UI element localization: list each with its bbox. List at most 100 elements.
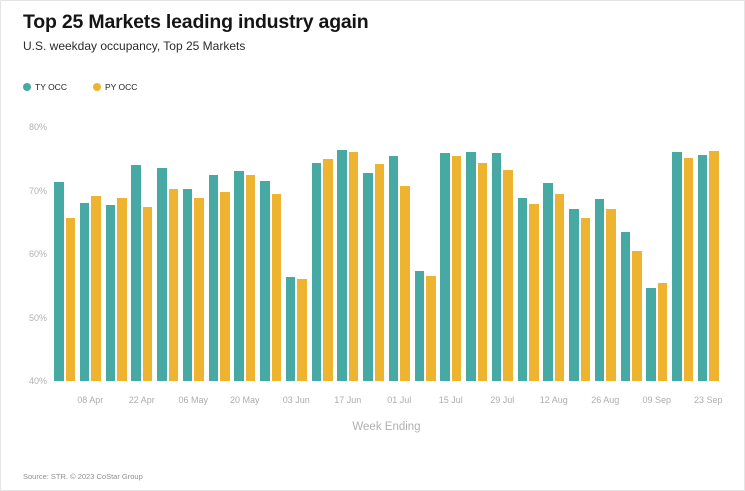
bar-ty-occ — [594, 199, 605, 381]
x-axis-cell: 20 May — [230, 395, 260, 405]
y-axis: 40% 50% 60% 70% 80% — [1, 122, 47, 386]
bar-py-occ — [554, 194, 565, 381]
plot-area — [54, 127, 719, 381]
bar-py-occ — [117, 197, 127, 381]
bar-group — [337, 127, 359, 381]
bar-py-occ — [606, 208, 616, 381]
x-axis-cell — [106, 395, 127, 405]
bar-ty-occ — [388, 155, 399, 381]
x-axis-tick: 22 Apr — [128, 395, 155, 405]
y-axis-tick: 60% — [28, 249, 47, 259]
legend-item-ty-occ: TY OCC — [23, 82, 67, 92]
bar-group — [672, 127, 693, 381]
bar-ty-occ — [363, 172, 373, 381]
x-axis-cell — [260, 395, 281, 405]
x-axis-cell — [518, 395, 539, 405]
bar-group — [208, 127, 230, 381]
x-axis-tick: 03 Jun — [282, 395, 310, 405]
bar-py-occ — [348, 151, 359, 381]
x-axis-tick: 26 Aug — [591, 395, 620, 405]
legend-label-ty-occ: TY OCC — [35, 82, 67, 92]
bar-group — [311, 127, 333, 381]
x-axis-cell — [54, 395, 75, 405]
bar-py-occ — [168, 189, 178, 381]
x-axis-cell: 26 Aug — [591, 395, 619, 405]
bar-py-occ — [91, 196, 101, 381]
chart-title: Top 25 Markets leading industry again — [23, 11, 369, 33]
x-axis-cell — [209, 395, 230, 405]
x-axis-cell: 22 Apr — [128, 395, 155, 405]
bar-group — [54, 127, 75, 381]
bar-ty-occ — [157, 168, 167, 381]
bar-group — [440, 127, 462, 381]
chart-subtitle: U.S. weekday occupancy, Top 25 Markets — [23, 39, 246, 53]
legend-label-py-occ: PY OCC — [104, 82, 138, 92]
bar-ty-occ — [234, 170, 244, 381]
bar-py-occ — [632, 251, 642, 381]
bar-py-occ — [426, 276, 436, 381]
bar-group — [388, 127, 410, 381]
bar-ty-occ — [697, 154, 708, 381]
bar-py-occ — [709, 150, 719, 381]
bar-ty-occ — [569, 208, 579, 381]
bar-py-occ — [683, 158, 693, 381]
y-axis-tick: 70% — [28, 185, 47, 196]
bar-group — [620, 127, 642, 381]
legend-dot-py-occ-icon — [92, 83, 101, 91]
x-axis-cell: 17 Jun — [334, 395, 362, 405]
x-axis-cell: 01 Jul — [387, 395, 412, 405]
bar-ty-occ — [517, 197, 527, 381]
bar-py-occ — [374, 163, 384, 381]
x-axis-tick: 01 Jul — [387, 395, 412, 405]
bar-ty-occ — [260, 180, 270, 381]
x-axis-cell — [569, 395, 590, 405]
bar-py-occ — [194, 198, 204, 381]
x-axis-tick: 17 Jun — [334, 395, 362, 405]
bar-py-occ — [65, 218, 75, 381]
bar-ty-occ — [466, 152, 476, 381]
bar-py-occ — [271, 194, 281, 381]
bar-group — [594, 127, 616, 381]
y-axis-tick: 50% — [28, 312, 47, 323]
legend-dot-ty-occ-icon — [23, 83, 31, 91]
bar-group — [543, 127, 565, 381]
bar-ty-occ — [208, 174, 218, 381]
bar-ty-occ — [543, 182, 553, 381]
x-axis-tick: 09 Sep — [642, 395, 672, 405]
bar-py-occ — [400, 186, 410, 381]
x-axis-cell — [363, 395, 384, 405]
bar-py-occ — [245, 174, 256, 381]
x-axis-cell — [157, 395, 178, 405]
bar-group — [131, 127, 153, 381]
bar-ty-occ — [285, 276, 296, 381]
x-axis-tick: 23 Sep — [693, 395, 723, 405]
x-axis-tick: 12 Aug — [539, 395, 568, 405]
legend-item-py-occ: PY OCC — [92, 82, 138, 92]
source-note: Source: STR. © 2023 CoStar Group — [23, 472, 143, 481]
bar-group — [569, 127, 590, 381]
x-axis-cell: 29 Jul — [490, 395, 515, 405]
bar-py-occ — [142, 207, 153, 381]
y-axis-tick: 80% — [28, 122, 47, 132]
bar-ty-occ — [182, 189, 193, 381]
bar-group — [466, 127, 487, 381]
bar-ty-occ — [131, 165, 141, 381]
bar-group — [414, 127, 436, 381]
x-axis-tick: 15 Jul — [438, 395, 463, 405]
bar-ty-occ — [105, 205, 115, 381]
bar-py-occ — [451, 156, 462, 381]
x-axis-tick: 06 May — [178, 395, 209, 405]
bar-ty-occ — [54, 181, 64, 381]
x-axis-cell — [415, 395, 436, 405]
x-axis-cell: 08 Apr — [77, 395, 103, 405]
bar-py-occ — [323, 158, 333, 381]
bar-py-occ — [580, 217, 590, 381]
bar-group — [363, 127, 384, 381]
bar-ty-occ — [672, 152, 682, 381]
x-axis-tick: 29 Jul — [490, 395, 515, 405]
bar-group — [79, 127, 101, 381]
x-axis-cell — [672, 395, 693, 405]
x-axis-tick: 20 May — [230, 395, 260, 405]
x-axis: 08 Apr 22 Apr 06 May 20 May 03 Jun 17 Jun 01 J… — [54, 395, 722, 405]
